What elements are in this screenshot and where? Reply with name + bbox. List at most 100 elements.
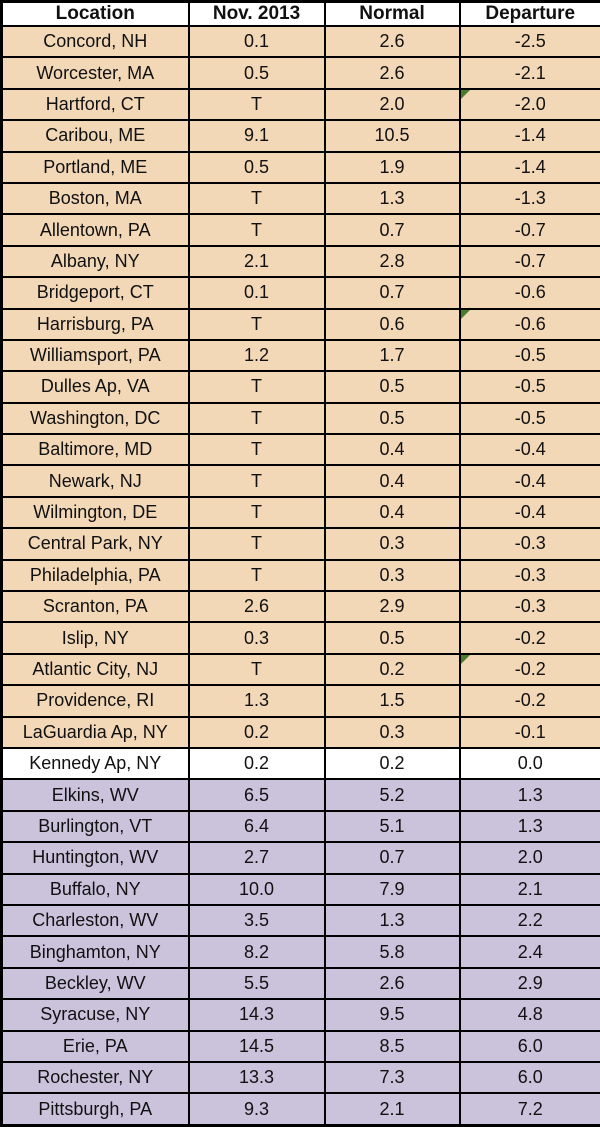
departure-cell-value: -0.7 (514, 250, 546, 271)
location-cell-value: Scranton, PA (42, 596, 148, 617)
departure-cell-value: -1.4 (514, 125, 546, 146)
departure-cell-value: -1.3 (514, 188, 546, 209)
nov-2013-cell-value: 0.1 (243, 31, 270, 52)
location-cell: LaGuardia Ap, NY (0, 715, 190, 749)
departure-cell-value: -0.4 (514, 470, 546, 491)
location-cell-value: Binghamton, NY (29, 941, 161, 962)
normal-cell-value: 5.1 (379, 815, 405, 836)
departure-cell-value: -0.3 (514, 564, 546, 585)
normal-cell: 0.7 (323, 213, 461, 247)
normal-cell: 9.5 (323, 998, 461, 1032)
nov-2013-cell-value: 8.2 (243, 941, 270, 962)
departure-cell: -2.1 (458, 56, 600, 90)
table-row: Dulles Ap, VA T 0.5 -0.5 (0, 370, 600, 404)
departure-cell-value: 2.9 (517, 972, 543, 993)
nov-2013-cell-value: T (251, 659, 262, 679)
nov-2013-cell: 0.5 (187, 150, 326, 184)
departure-cell-value: 2.4 (517, 941, 543, 962)
location-cell: Beckley, WV (0, 966, 190, 1001)
location-cell: Binghamton, NY (0, 935, 190, 969)
departure-cell: -0.5 (458, 338, 600, 373)
nov-2013-cell: 5.5 (187, 966, 326, 1001)
normal-cell: 8.5 (323, 1029, 461, 1063)
table-row: Albany, NY 2.1 2.8 -0.7 (0, 244, 600, 279)
nov-2013-cell: 6.5 (187, 778, 326, 812)
location-cell: Rochester, NY (0, 1060, 190, 1095)
location-cell: Erie, PA (0, 1029, 190, 1063)
location-cell-value: Philadelphia, PA (29, 564, 161, 585)
location-cell-value: Boston, MA (48, 188, 142, 209)
normal-cell-value: 9.5 (379, 1004, 405, 1025)
nov-2013-cell-value: T (251, 470, 262, 491)
departure-cell: -2.5 (458, 24, 600, 59)
nov-2013-cell: T (187, 87, 326, 122)
normal-cell: 0.4 (323, 433, 461, 467)
departure-cell-value: 7.2 (517, 1098, 543, 1119)
location-cell: Islip, NY (0, 621, 190, 655)
normal-cell: 1.5 (323, 684, 461, 718)
departure-cell: 2.1 (458, 872, 600, 906)
table-row: Elkins, WV 6.5 5.2 1.3 (0, 778, 600, 812)
departure-cell-value: -0.5 (514, 376, 546, 397)
location-cell-value: Erie, PA (62, 1035, 128, 1056)
location-cell: Charleston, WV (0, 903, 190, 938)
nov-2013-cell-value: 0.1 (243, 282, 270, 303)
location-cell: Atlantic City, NJ (0, 652, 190, 687)
departure-cell: -0.2 (458, 684, 600, 718)
location-cell-value: Buffalo, NY (49, 878, 141, 899)
nov-2013-cell: T (187, 464, 326, 498)
nov-2013-cell-value: 2.7 (243, 847, 270, 868)
departure-cell-value: 2.0 (517, 847, 543, 868)
location-cell: Providence, RI (0, 684, 190, 718)
nov-2013-cell-value: T (251, 502, 262, 523)
normal-cell: 0.4 (323, 464, 461, 498)
nov-2013-cell-value: 6.5 (243, 784, 270, 805)
nov-2013-cell-value: 10.0 (238, 878, 275, 899)
normal-cell-value: 1.3 (379, 910, 405, 931)
normal-cell: 0.6 (323, 307, 461, 341)
location-cell-value: Providence, RI (36, 690, 155, 711)
nov-2013-cell: 3.5 (187, 903, 326, 938)
departure-cell: 2.4 (458, 935, 600, 969)
normal-cell: 2.8 (323, 244, 461, 279)
nov-2013-cell: T (187, 307, 326, 341)
departure-cell: -0.5 (458, 401, 600, 436)
normal-cell: 2.1 (323, 1092, 461, 1127)
location-cell-value: Allentown, PA (39, 219, 151, 240)
normal-cell: 2.6 (323, 24, 461, 59)
departure-cell: -0.6 (458, 276, 600, 310)
table-row: Bridgeport, CT 0.1 0.7 -0.6 (0, 276, 600, 310)
normal-cell-value: 0.7 (379, 219, 405, 240)
table-row: Pittsburgh, PA 9.3 2.1 7.2 (0, 1092, 600, 1127)
nov-2013-cell-value: 9.3 (243, 1098, 270, 1119)
location-cell-value: Central Park, NY (27, 533, 163, 554)
location-cell: Buffalo, NY (0, 872, 190, 906)
table-row: Boston, MA T 1.3 -1.3 (0, 181, 600, 216)
location-cell-value: Rochester, NY (37, 1067, 154, 1088)
table-row: Washington, DC T 0.5 -0.5 (0, 401, 600, 436)
location-cell: Albany, NY (0, 244, 190, 279)
normal-cell-value: 0.3 (379, 721, 405, 742)
departure-cell: 2.0 (458, 841, 600, 875)
nov-2013-cell: 0.2 (187, 746, 326, 781)
nov-2013-cell: 14.5 (187, 1029, 326, 1063)
location-cell-value: Bridgeport, CT (36, 282, 154, 303)
table-row: Harrisburg, PA T 0.6 -0.6 (0, 307, 600, 341)
nov-2013-cell-value: 0.3 (243, 627, 270, 648)
table-row: Charleston, WV 3.5 1.3 2.2 (0, 903, 600, 938)
location-cell: Concord, NH (0, 24, 190, 59)
normal-cell-value: 8.5 (379, 1035, 405, 1056)
normal-cell-value: 2.6 (379, 972, 405, 993)
normal-cell-value: 7.3 (379, 1067, 405, 1088)
nov-2013-cell: T (187, 401, 326, 436)
normal-cell: 1.7 (323, 338, 461, 373)
departure-cell-value: -0.6 (514, 313, 546, 334)
nov-2013-cell: 0.1 (187, 276, 326, 310)
table-row: Philadelphia, PA T 0.3 -0.3 (0, 558, 600, 593)
departure-cell-value: 0.0 (517, 753, 543, 774)
location-cell: Huntington, WV (0, 841, 190, 875)
normal-cell-value: 2.1 (379, 1098, 405, 1119)
normal-cell-value: 0.5 (379, 376, 405, 397)
location-cell: Baltimore, MD (0, 433, 190, 467)
cell-note-flag-icon (461, 655, 470, 664)
